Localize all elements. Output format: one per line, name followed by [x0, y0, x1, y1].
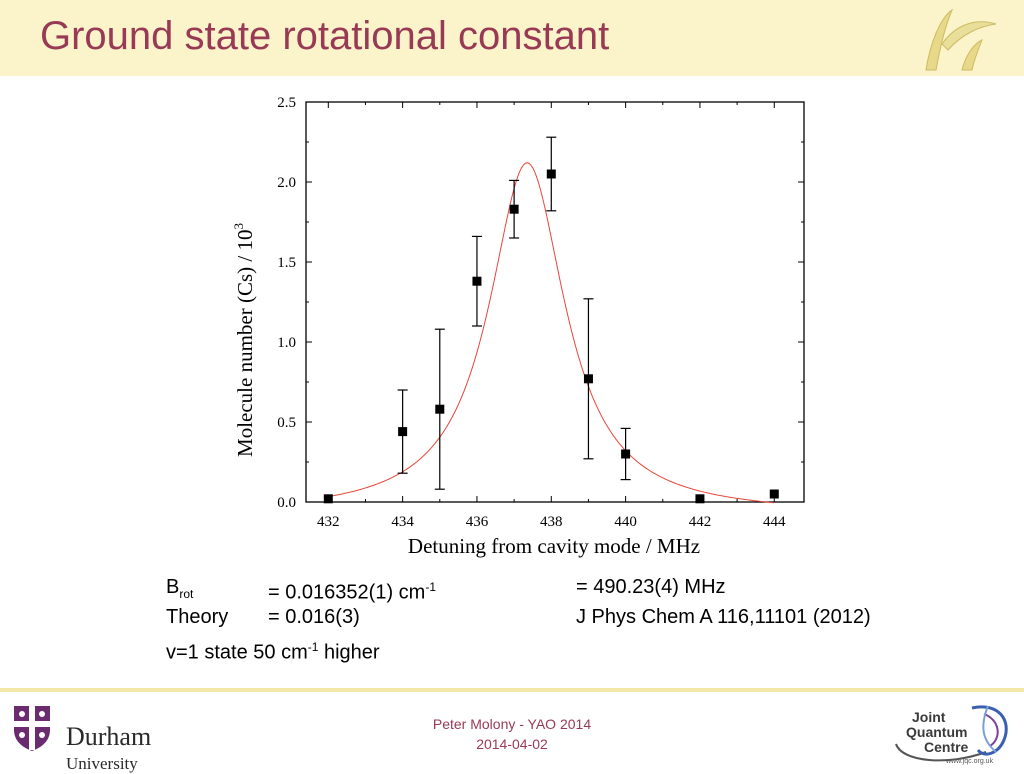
x-tick-label: 440	[614, 514, 637, 530]
v1-text: v=1 state 50 cm-1 higher	[166, 632, 380, 668]
plot-frame	[305, 101, 805, 503]
y-tick-label: 1.0	[277, 335, 296, 351]
footer-text: Peter Molony - YAO 2014 2014-04-02	[0, 714, 1024, 754]
chart-points-group	[323, 136, 779, 504]
x-tick-label: 444	[763, 514, 786, 530]
slide-title: Ground state rotational constant	[40, 14, 610, 58]
jqc-logo: Joint Quantum Centre www.jqc.org.uk	[888, 700, 1018, 766]
data-point	[695, 494, 705, 504]
x-axis-label: Detuning from cavity mode / MHz	[408, 534, 700, 558]
y-tick-label: 2.5	[277, 95, 296, 111]
y-axis-label-main: Molecule number (Cs) / 10	[233, 230, 257, 457]
brot-value-text: = 0.016352(1) cm	[268, 581, 426, 604]
jqc-url: www.jqc.org.uk	[946, 758, 994, 765]
theory-value: = 0.016(3)	[268, 606, 360, 628]
y-tick-label: 1.5	[277, 255, 296, 271]
durham-name: Durham	[66, 722, 152, 751]
data-point	[546, 169, 556, 179]
theory-reference: J Phys Chem A 116,11101 (2012)	[576, 606, 871, 628]
x-tick-label: 442	[689, 514, 712, 530]
data-point	[323, 494, 333, 504]
brot-mhz: = 490.23(4) MHz	[576, 576, 726, 598]
x-tick-label: 432	[317, 514, 340, 530]
footer-date: 2014-04-02	[476, 736, 548, 752]
footer-author: Peter Molony - YAO 2014	[432, 716, 592, 732]
brot-value: = 0.016352(1) cm-1	[268, 572, 436, 608]
brot-label: Brot	[166, 572, 193, 609]
chart-fit-curve-group	[328, 162, 775, 504]
header-logo-icon	[925, 8, 997, 71]
y-tick-label: 0.5	[277, 415, 296, 431]
x-tick-label: 434	[391, 514, 414, 530]
data-point	[435, 404, 445, 414]
jqc-line-centre: Centre	[924, 739, 969, 755]
fit-curve	[328, 162, 775, 504]
x-tick-label: 438	[540, 514, 563, 530]
data-point	[769, 489, 779, 499]
y-tick-label: 0.0	[277, 495, 296, 511]
theory-label: Theory	[166, 606, 229, 628]
data-point	[398, 427, 408, 437]
jqc-line-quantum: Quantum	[906, 724, 968, 740]
chart: 432 434 436 438 440 442 4440.00.51.01.52.02.5 …	[231, 95, 805, 558]
durham-crest-icon	[14, 706, 50, 751]
brot-symbol: B	[166, 576, 180, 598]
v1-text-pre: v=1 state 50 cm	[166, 641, 308, 664]
y-axis-label-sup: 3	[231, 223, 246, 230]
slide-header: Ground state rotational constant	[0, 0, 1024, 76]
data-point	[583, 374, 593, 384]
durham-subtitle: University	[66, 754, 138, 773]
data-point	[509, 204, 519, 214]
data-point	[621, 449, 631, 459]
v1-sup: -1	[307, 640, 319, 654]
jqc-line-joint: Joint	[912, 709, 946, 725]
v1-text-post: higher	[318, 641, 380, 664]
chart-axes: 432 434 436 438 440 442 444 0.0 0.5 1.0 1.5 2.0 2.5	[277, 95, 805, 530]
y-tick-label: 2.0	[277, 175, 296, 191]
jqc-swirl-icon	[895, 705, 1008, 762]
brot-subscript: rot	[179, 587, 194, 601]
x-tick-label: 436	[466, 514, 489, 530]
y-axis-label: Molecule number (Cs) / 103	[231, 223, 257, 457]
slide-footer: Durham University Peter Molony - YAO 201…	[0, 688, 1024, 773]
data-point	[472, 276, 482, 286]
brot-value-sup: -1	[425, 580, 436, 594]
